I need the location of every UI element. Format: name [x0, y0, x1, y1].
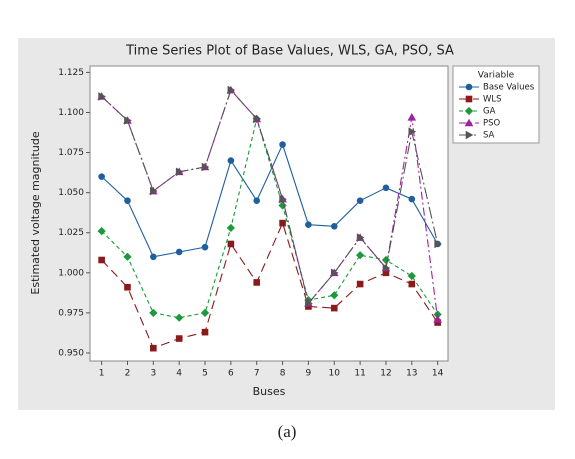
marker [175, 313, 184, 322]
marker [227, 85, 236, 95]
marker [253, 114, 262, 124]
marker [433, 310, 442, 319]
marker [465, 83, 473, 91]
legend [452, 65, 540, 144]
marker [356, 251, 365, 260]
y-tick-label: 1.075 [58, 148, 84, 158]
marker [434, 239, 442, 249]
y-axis-label: Estimated voltage magnitude [29, 131, 42, 294]
x-tick-label: 11 [354, 369, 365, 379]
marker [150, 344, 157, 352]
marker [433, 315, 442, 323]
x-tick-label: 2 [125, 369, 131, 379]
y-tick-label: 0.975 [58, 308, 84, 318]
marker [407, 271, 416, 281]
series-line [101, 88, 439, 305]
marker [356, 233, 365, 242]
marker [407, 113, 417, 121]
x-tick-label: 6 [228, 369, 234, 379]
marker [253, 197, 261, 204]
marker [330, 223, 338, 230]
marker [356, 280, 364, 288]
marker [279, 194, 287, 204]
y-tick-label: 0.950 [58, 348, 84, 358]
x-tick-label: 1 [99, 369, 105, 379]
marker [382, 263, 391, 273]
x-tick-label: 5 [202, 369, 208, 379]
legend-label: PSO [483, 119, 501, 129]
series-line [101, 143, 439, 258]
marker [465, 95, 473, 103]
marker [175, 167, 184, 177]
marker [253, 279, 261, 286]
marker [150, 253, 157, 261]
marker [408, 195, 416, 203]
marker [226, 223, 235, 233]
marker [305, 298, 313, 308]
marker [200, 308, 210, 318]
marker [330, 291, 339, 300]
legend-title: Variable [478, 71, 515, 81]
plot-area [89, 65, 449, 362]
x-axis-label: Buses [253, 385, 286, 398]
legend-label: Base Values [483, 83, 535, 93]
marker [279, 141, 286, 148]
x-tick-label: 3 [150, 369, 156, 379]
y-tick-label: 1.050 [58, 188, 84, 198]
marker [124, 283, 131, 291]
marker [464, 106, 474, 116]
marker [201, 243, 209, 251]
marker [279, 219, 286, 227]
marker [124, 197, 131, 204]
y-tick-label: 1.025 [58, 228, 84, 238]
x-tick-label: 4 [176, 369, 182, 379]
marker [175, 248, 183, 256]
x-tick-label: 8 [280, 369, 286, 379]
marker [382, 184, 390, 192]
chart-title: Time Series Plot of Base Values, WLS, GA… [125, 44, 454, 59]
marker [98, 92, 106, 101]
x-tick-label: 13 [406, 369, 417, 379]
marker [175, 335, 183, 342]
marker [124, 116, 132, 125]
caption: (a) [278, 422, 297, 441]
marker [330, 268, 339, 278]
marker [98, 173, 105, 180]
marker [465, 130, 474, 140]
marker [227, 157, 235, 164]
y-tick-label: 1.000 [58, 268, 84, 278]
legend-label: GA [483, 107, 496, 117]
marker [227, 240, 235, 248]
y-tick-label: 1.125 [58, 68, 84, 78]
x-tick-label: 9 [306, 369, 312, 379]
x-tick-label: 10 [329, 369, 341, 379]
x-tick-label: 14 [432, 369, 444, 379]
marker [98, 256, 105, 264]
marker [330, 304, 338, 312]
marker [201, 328, 209, 336]
legend-label: WLS [483, 95, 502, 105]
marker [201, 162, 210, 172]
marker [464, 118, 474, 127]
marker [278, 201, 287, 210]
marker [149, 308, 158, 318]
marker [408, 280, 416, 288]
marker [97, 227, 106, 236]
marker [150, 186, 158, 196]
marker [123, 252, 132, 261]
marker [305, 221, 312, 229]
marker [408, 127, 417, 137]
legend-label: SA [483, 131, 495, 141]
y-tick-label: 1.100 [58, 108, 84, 118]
x-tick-label: 7 [254, 369, 260, 379]
series-line [101, 221, 439, 349]
marker [356, 197, 364, 204]
x-tick-label: 12 [380, 369, 391, 379]
